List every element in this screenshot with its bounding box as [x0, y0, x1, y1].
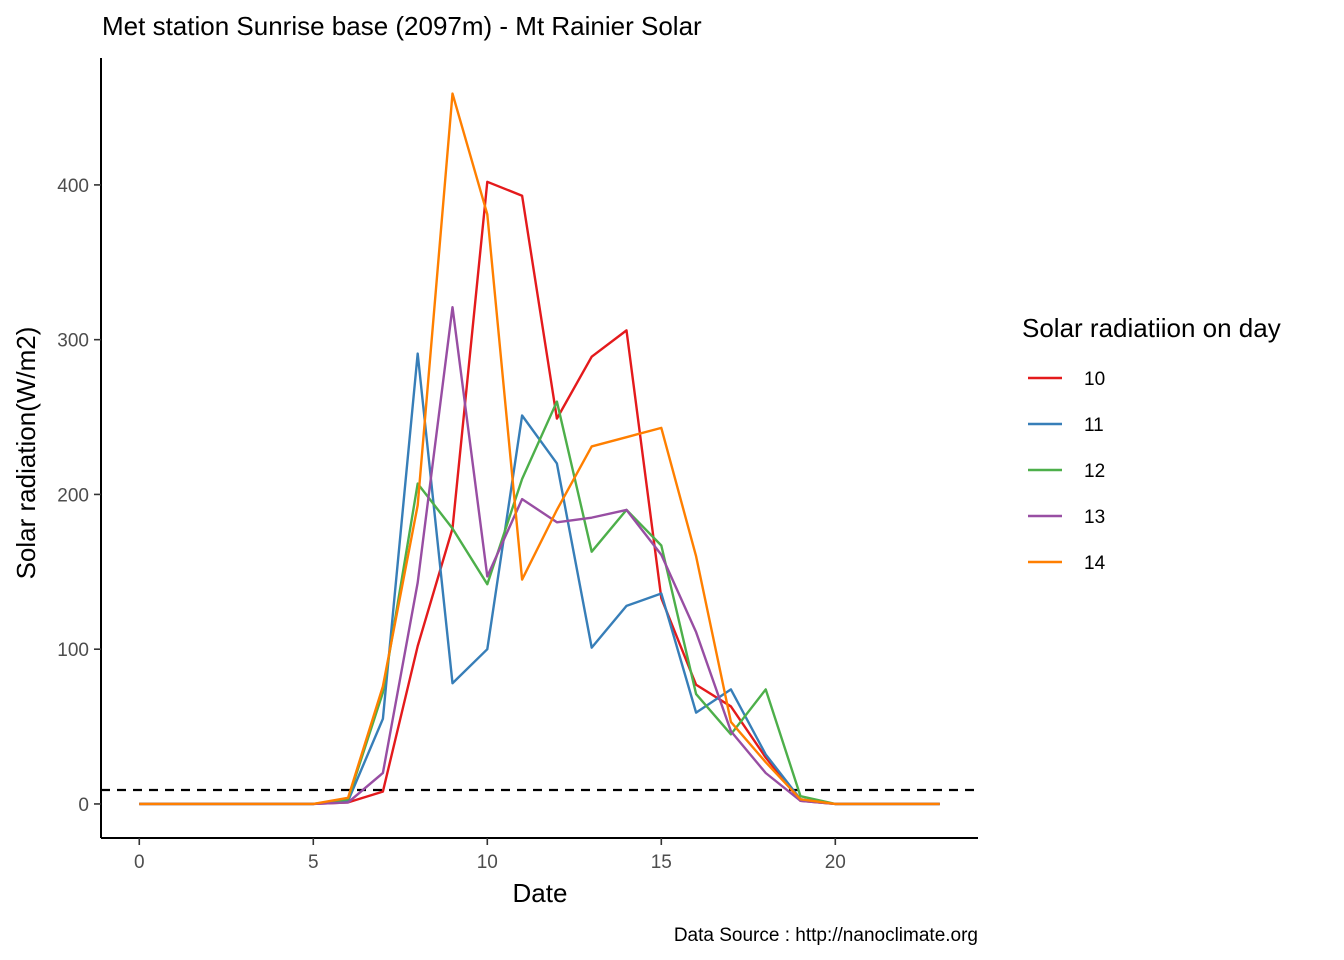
legend: Solar radiatiion on day 10 11 12 13 14 [1022, 313, 1281, 574]
series-line-14 [139, 92, 940, 806]
y-axis-title: Solar radiation(W/m2) [11, 327, 41, 580]
data-source-caption: Data Source : http://nanoclimate.org [674, 925, 978, 946]
series-line-10 [139, 180, 940, 806]
legend-label-13: 13 [1084, 507, 1105, 528]
y-tick-label-0: 0 [78, 795, 89, 816]
legend-label-14: 14 [1084, 553, 1106, 574]
series-line-12 [139, 400, 940, 806]
series-line-11 [139, 352, 940, 806]
series-layer [101, 92, 978, 806]
chart-title: Met station Sunrise base (2097m) - Mt Ra… [102, 11, 702, 41]
legend-label-11: 11 [1084, 415, 1104, 436]
y-tick-label-400: 400 [57, 176, 89, 197]
x-tick-label-20: 20 [825, 852, 846, 873]
legend-label-10: 10 [1084, 369, 1105, 390]
legend-label-12: 12 [1084, 461, 1105, 482]
x-tick-label-15: 15 [651, 852, 672, 873]
x-tick-label-5: 5 [308, 852, 319, 873]
series-line-13 [139, 305, 940, 806]
y-tick-label-300: 300 [57, 331, 89, 352]
legend-title: Solar radiatiion on day [1022, 313, 1281, 343]
y-tick-label-200: 200 [57, 485, 89, 506]
x-axis-title: Date [513, 878, 568, 908]
x-tick-label-10: 10 [477, 852, 498, 873]
y-tick-label-100: 100 [57, 640, 89, 661]
x-tick-label-0: 0 [134, 852, 145, 873]
